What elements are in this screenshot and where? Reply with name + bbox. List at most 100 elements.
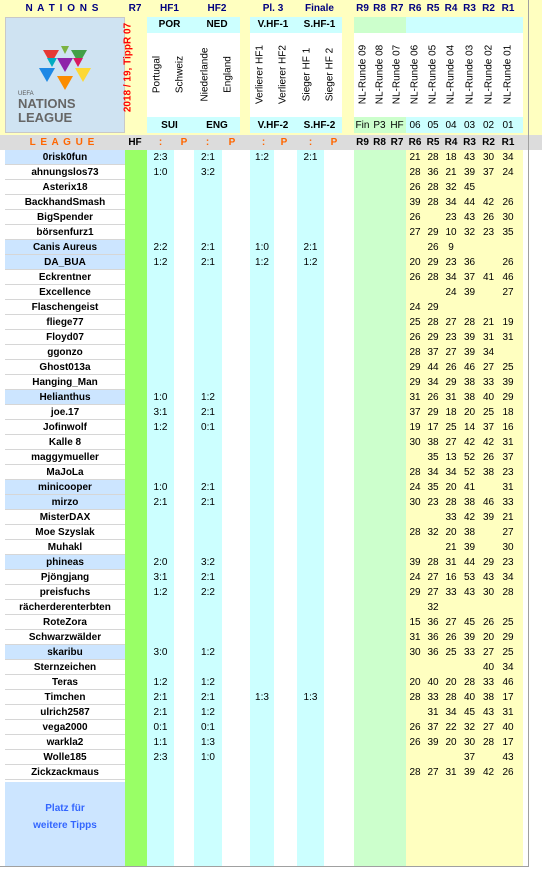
- round-score: [388, 210, 406, 225]
- round-score: [388, 555, 406, 570]
- round-name-vertical: NL-Runde 06: [409, 44, 421, 105]
- round-score: 39: [463, 347, 476, 358]
- round-score: 46: [502, 677, 514, 688]
- name-cell-bg: [5, 510, 125, 525]
- logo-text-2: LEAGUE: [18, 110, 73, 125]
- hf1-tip: [147, 225, 174, 240]
- round-score: 40: [482, 392, 495, 403]
- round-score: [388, 240, 406, 255]
- pl3-tip: [250, 615, 274, 630]
- round-score: 27: [502, 527, 514, 538]
- hf1-tip: [147, 330, 174, 345]
- table-row: rächerderenterbten 32: [0, 600, 528, 615]
- name-cell-bg: [5, 450, 125, 465]
- final-tip: [297, 720, 324, 735]
- round-score: 37: [427, 347, 439, 358]
- footer-line-2: weitere Tipps: [33, 820, 97, 831]
- round-score: 37: [463, 752, 476, 763]
- round-score: 27: [445, 347, 457, 358]
- table-row: Hanging_Man 29 34 29 38 33 39: [0, 375, 528, 390]
- round-score: 39: [427, 737, 439, 748]
- player-name: Teras: [52, 677, 78, 688]
- table-row: fliege77 25 28 27 28 21 19: [0, 315, 528, 330]
- round-score: 27: [427, 767, 439, 778]
- hf1-tip: 2:1: [153, 497, 168, 508]
- round-score: [460, 660, 479, 675]
- final-tip: [297, 585, 324, 600]
- round-score: [371, 705, 388, 720]
- round-score: [442, 600, 460, 615]
- round-score: [388, 660, 406, 675]
- final-tip: [297, 510, 324, 525]
- name-cell-bg: [5, 555, 125, 570]
- hf2-tip: 2:1: [201, 257, 215, 268]
- round-score: 34: [445, 197, 457, 208]
- round-score: 10: [445, 227, 457, 238]
- round-score: 19: [409, 422, 421, 433]
- round-score: 30: [409, 497, 421, 508]
- round-score: [388, 525, 406, 540]
- round-score: 36: [463, 257, 476, 268]
- player-name: Wolle185: [43, 752, 87, 763]
- hf1-tip: [147, 180, 174, 195]
- name-cell-bg: [5, 435, 125, 450]
- hf2-tip: [194, 315, 222, 330]
- round-score: 23: [502, 467, 514, 478]
- round-score: [388, 285, 406, 300]
- team-name-vertical: Portugal: [151, 55, 163, 94]
- round-score: 32: [427, 602, 439, 613]
- round-score: 39: [482, 512, 495, 523]
- pl3-tip: [250, 360, 274, 375]
- pl3-tip: [250, 345, 274, 360]
- hf1-tip: [147, 270, 174, 285]
- round-score: 18: [445, 407, 457, 418]
- final-tip: [297, 750, 324, 765]
- table-row: ggonzo 28 37 27 39 34: [0, 345, 528, 360]
- pl3-tip: [250, 165, 274, 180]
- round-score: [388, 720, 406, 735]
- round-score: 34: [427, 377, 439, 388]
- player-name: Hanging_Man: [32, 377, 98, 388]
- pl3-tip: [250, 420, 274, 435]
- round-score: 40: [463, 692, 476, 703]
- round-header: R5: [426, 3, 440, 14]
- player-name: Kalle 8: [48, 437, 82, 448]
- round-score: 29: [427, 332, 439, 343]
- por-label: POR: [158, 19, 181, 30]
- hf2-tip: 1:2: [201, 392, 215, 403]
- round-score: 33: [463, 647, 476, 658]
- round-score: 24: [409, 572, 421, 583]
- hf2-tip: [194, 360, 222, 375]
- round-score: [406, 540, 424, 555]
- round-name-area: [354, 33, 523, 117]
- round-score: 29: [409, 362, 421, 373]
- round-score: 38: [463, 392, 476, 403]
- hf2-tip: [194, 180, 222, 195]
- round-score: [371, 600, 388, 615]
- table-row: vega2000 0:1 0:1 26 37 22 32 27 40: [0, 720, 528, 735]
- final-tip: [297, 315, 324, 330]
- round-score: [371, 195, 388, 210]
- pl3-tip: 1:3: [255, 692, 269, 703]
- round-score: [388, 750, 406, 765]
- pl3-tip: [250, 540, 274, 555]
- colon-label: :: [261, 137, 266, 148]
- team-name-area: [147, 33, 240, 117]
- round-score: 25: [409, 317, 421, 328]
- round-name-vertical: NL-Runde 04: [445, 44, 457, 105]
- round-score: 40: [482, 662, 495, 673]
- player-name: ulrich2587: [40, 707, 90, 718]
- round-score: 28: [409, 467, 421, 478]
- round-score: 30: [502, 542, 514, 553]
- pl3-tip: [250, 675, 274, 690]
- right-border: [528, 0, 529, 866]
- final-tip: [297, 195, 324, 210]
- round-score: [354, 765, 371, 780]
- round-score: 33: [502, 497, 514, 508]
- round-score: 30: [463, 737, 476, 748]
- name-cell-bg: [5, 165, 125, 180]
- round-score: 45: [463, 707, 476, 718]
- final-tip: [297, 300, 324, 315]
- hf2-tip: [194, 330, 222, 345]
- round-score: 16: [445, 572, 457, 583]
